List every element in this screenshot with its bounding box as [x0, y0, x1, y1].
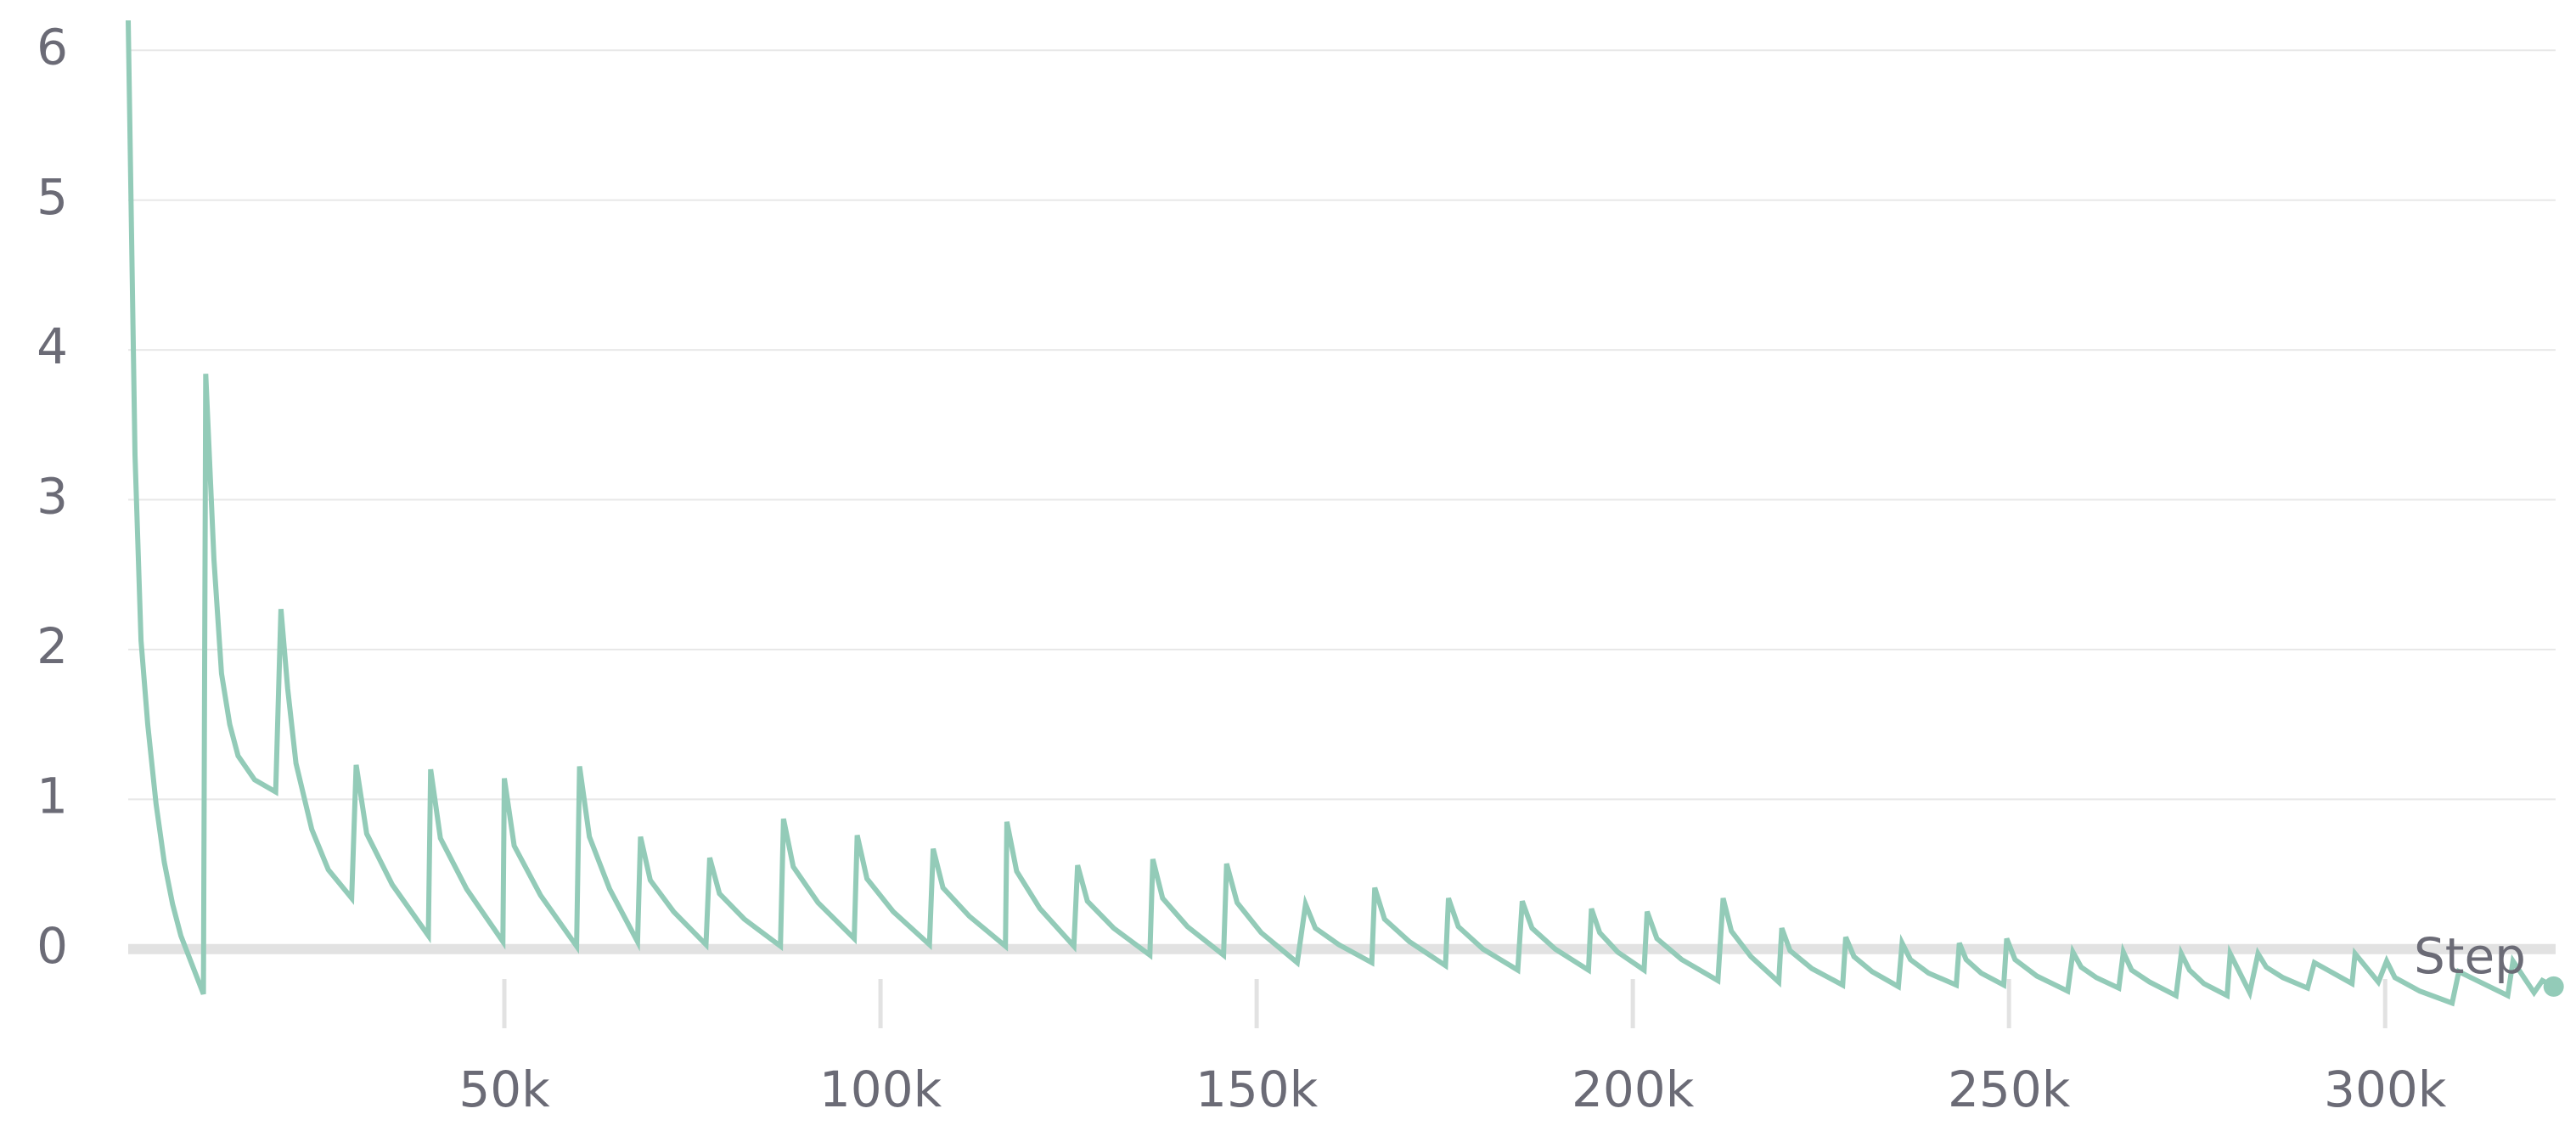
y-tick-label: 6: [37, 18, 68, 76]
x-tick-label: 200k: [1572, 1061, 1695, 1118]
x-tick-label: 50k: [458, 1061, 550, 1118]
series-line: [126, 20, 2556, 1007]
x-tick-label: 250k: [1948, 1061, 2071, 1118]
x-tick-label: 150k: [1195, 1061, 1319, 1118]
x-tick-label: 100k: [819, 1061, 942, 1118]
y-tick-label: 0: [37, 917, 68, 975]
x-axis-label: Step: [2414, 927, 2526, 985]
y-tick-label: 5: [37, 168, 68, 226]
end-point: [2543, 976, 2564, 997]
x-tick-label: 300k: [2324, 1061, 2447, 1118]
y-tick-label: 1: [37, 767, 68, 824]
y-tick-label: 3: [37, 468, 68, 526]
y-tick-label: 2: [37, 617, 68, 675]
y-tick-label: 4: [37, 318, 68, 375]
